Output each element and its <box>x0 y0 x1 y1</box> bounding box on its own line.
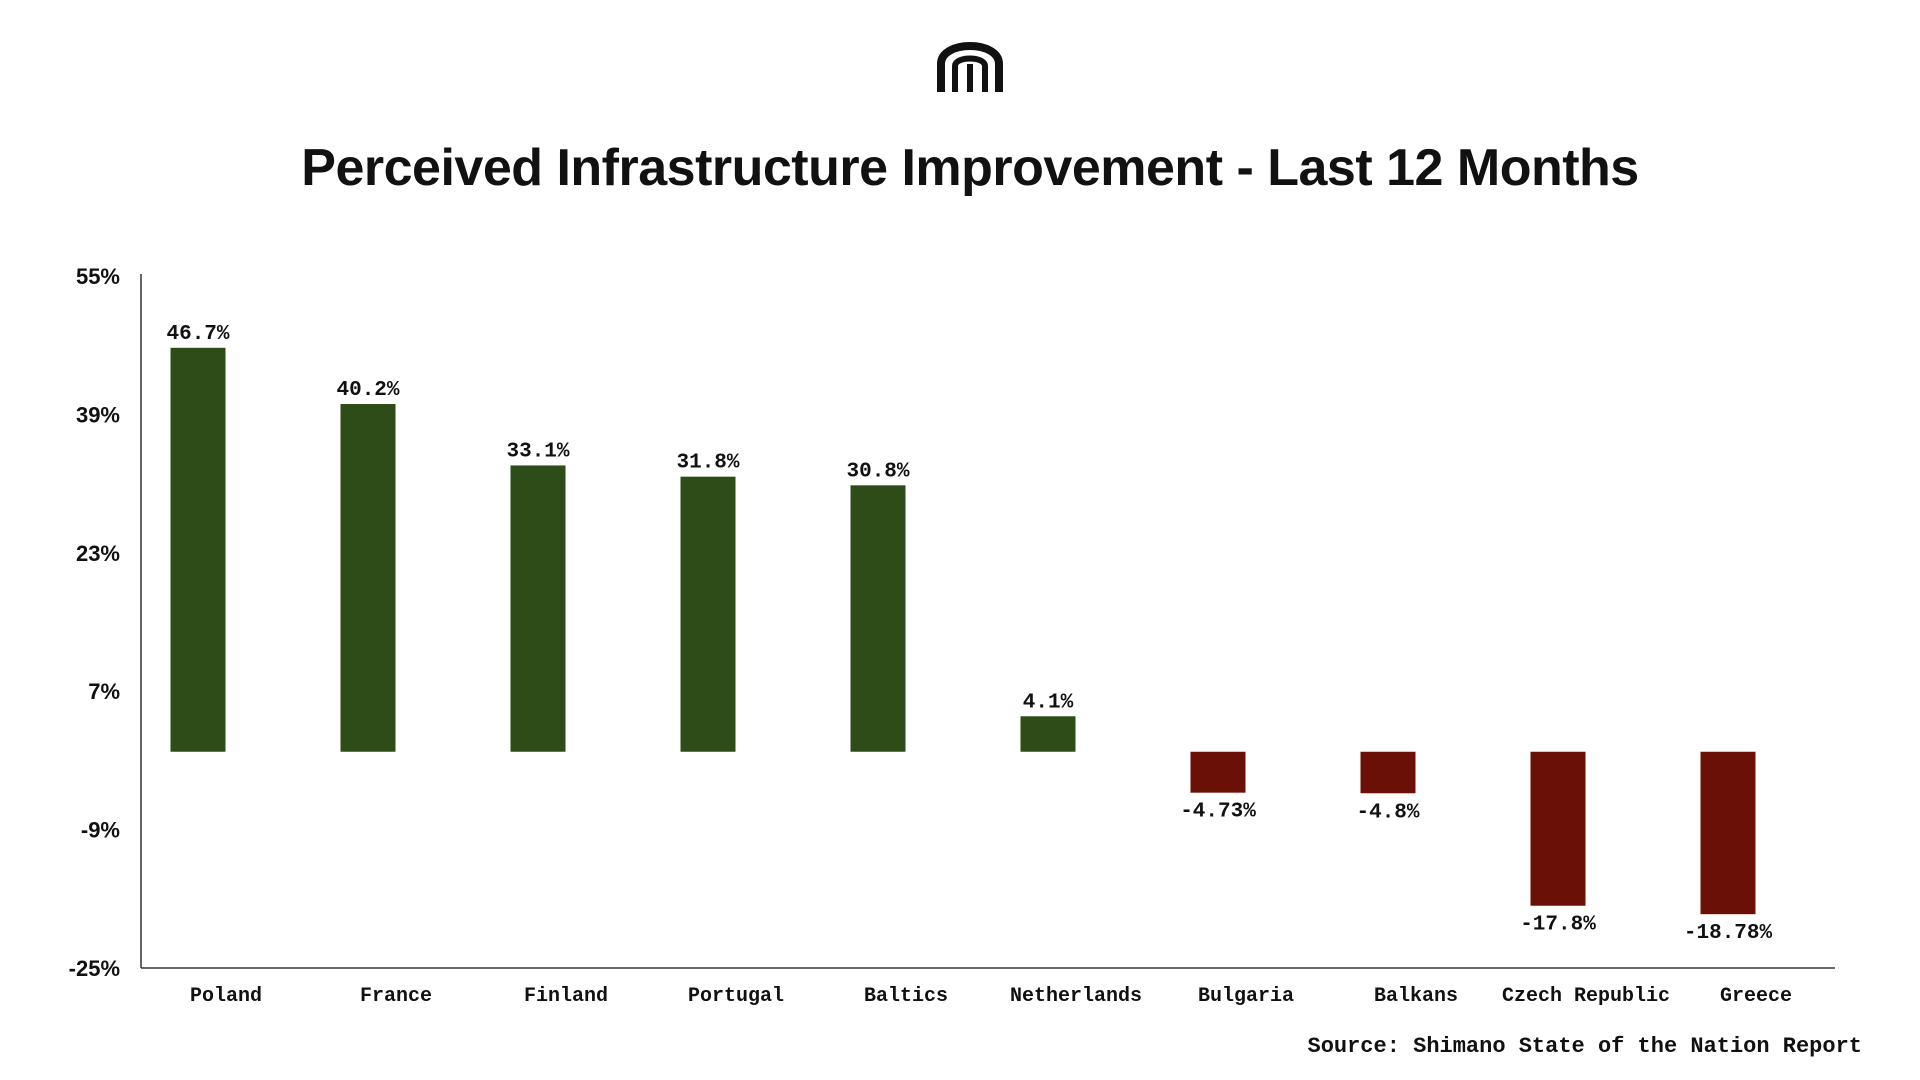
bar <box>1360 751 1416 794</box>
data-label: -4.73% <box>1180 801 1256 824</box>
bar <box>680 476 736 752</box>
data-label: 30.8% <box>846 460 909 483</box>
data-label: 40.2% <box>336 379 399 402</box>
bar <box>510 465 566 752</box>
x-tick-label: Portugal <box>688 985 784 1008</box>
x-tick-label: Greece <box>1720 985 1792 1008</box>
x-tick-label: Baltics <box>864 985 948 1008</box>
y-tick-label: 39% <box>76 402 120 427</box>
x-tick-label: Netherlands <box>1010 985 1142 1008</box>
data-label: -18.78% <box>1684 922 1773 945</box>
x-tick-label: Balkans <box>1374 985 1458 1008</box>
data-label: 4.1% <box>1023 691 1074 714</box>
y-tick-label: -25% <box>69 956 120 981</box>
data-label: -4.8% <box>1356 801 1419 824</box>
x-tick-label: Bulgaria <box>1198 985 1294 1008</box>
source-note: Source: Shimano State of the Nation Repo… <box>1307 1034 1863 1059</box>
brand-logo-icon <box>937 42 1003 92</box>
bar <box>1700 751 1756 915</box>
bar <box>1020 716 1076 752</box>
bar <box>340 404 396 752</box>
y-tick-label: -9% <box>81 818 120 843</box>
data-label: 31.8% <box>676 452 739 475</box>
data-label: -17.8% <box>1520 914 1596 937</box>
bar <box>1190 751 1246 793</box>
x-tick-label: Poland <box>190 985 262 1008</box>
x-tick-label: Finland <box>524 985 608 1008</box>
y-tick-label: 23% <box>76 541 120 566</box>
x-tick-label: France <box>360 985 432 1008</box>
y-tick-label: 55% <box>76 264 120 289</box>
y-tick-label: 7% <box>88 679 120 704</box>
data-label: 46.7% <box>166 323 229 346</box>
bar <box>1530 751 1586 906</box>
x-tick-label: Czech Republic <box>1502 985 1670 1008</box>
bar <box>850 485 906 752</box>
bar <box>170 347 226 752</box>
data-label: 33.1% <box>506 440 569 463</box>
chart-title: Perceived Infrastructure Improvement - L… <box>301 139 1639 197</box>
